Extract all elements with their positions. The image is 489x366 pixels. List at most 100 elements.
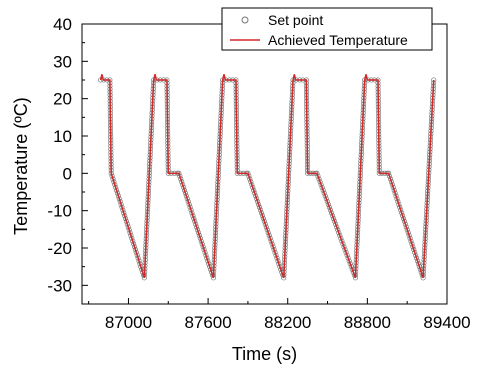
set-point-marker <box>133 249 139 255</box>
set-point-marker <box>399 210 405 216</box>
set-point-marker <box>246 173 252 179</box>
set-point-marker <box>417 266 423 272</box>
set-point-marker <box>336 230 342 236</box>
set-point-marker <box>201 247 207 253</box>
legend-label-achieved: Achieved Temperature <box>268 32 408 48</box>
set-point-marker <box>262 221 268 227</box>
y-axis-label: Temperature (ºC) <box>11 97 31 235</box>
set-point-marker <box>191 215 197 222</box>
set-point-marker <box>387 176 394 182</box>
set-point-marker <box>346 258 352 264</box>
set-point-marker <box>131 241 137 247</box>
set-point-marker <box>187 204 193 210</box>
set-point-marker <box>397 204 403 210</box>
set-point-marker <box>135 255 141 261</box>
set-point-marker <box>116 196 122 202</box>
y-axis-ticks: -30 -20 -10 0 10 20 30 40 <box>47 15 88 295</box>
set-point-marker <box>196 232 202 239</box>
set-point-marker <box>318 182 324 188</box>
y-tick-label: 10 <box>53 127 72 146</box>
set-point-marker <box>251 187 257 193</box>
set-point-marker <box>180 182 186 188</box>
set-point-marker <box>134 252 140 258</box>
set-point-marker <box>265 230 271 236</box>
set-point-marker <box>407 235 413 241</box>
set-point-marker <box>112 182 118 188</box>
set-point-marker <box>413 252 419 258</box>
set-point-marker <box>414 258 421 264</box>
set-point-marker <box>274 255 280 261</box>
set-point-marker <box>121 210 127 216</box>
set-point-marker <box>199 241 205 247</box>
legend-marker-set-point <box>241 16 249 24</box>
set-point-marker <box>126 227 132 233</box>
set-point-marker <box>388 179 394 185</box>
set-point-marker <box>392 190 398 196</box>
set-point-marker <box>198 238 204 244</box>
set-point-marker <box>340 241 346 247</box>
set-point-marker <box>404 227 410 233</box>
set-point-marker <box>391 187 397 193</box>
set-point-marker <box>406 232 412 239</box>
x-tick-label: 89400 <box>423 313 470 332</box>
set-point-marker <box>408 238 414 244</box>
set-point-marker <box>130 238 136 244</box>
set-point-marker <box>270 244 276 250</box>
set-point-marker <box>342 247 348 253</box>
set-point-marker <box>338 235 344 241</box>
x-tick-label: 88200 <box>264 313 311 332</box>
set-point-marker <box>206 261 212 267</box>
set-point-marker <box>401 218 408 224</box>
set-point-marker <box>132 247 138 253</box>
set-point-marker <box>181 184 187 191</box>
set-point-marker <box>252 190 258 196</box>
set-point-marker <box>400 213 406 219</box>
set-point-marker <box>258 210 265 216</box>
set-point-marker <box>319 184 325 191</box>
set-point-marker <box>411 247 417 253</box>
y-tick-label: 30 <box>53 52 72 71</box>
set-point-marker <box>322 193 328 199</box>
set-point-marker <box>323 196 329 202</box>
set-point-marker <box>128 232 134 239</box>
set-point-marker <box>341 244 347 250</box>
set-point-marker <box>200 244 206 250</box>
set-point-marker <box>195 230 202 236</box>
series-line-achieved-temperature-overlay <box>99 74 435 279</box>
set-point-marker <box>409 241 415 247</box>
set-point-marker <box>261 218 267 224</box>
set-point-marker <box>316 176 322 182</box>
legend-label-set-point: Set point <box>268 12 323 28</box>
set-point-marker <box>205 258 211 264</box>
set-point-marker <box>182 190 188 196</box>
set-point-marker <box>321 190 327 196</box>
set-point-marker <box>183 193 189 199</box>
set-point-marker <box>260 215 266 222</box>
set-point-marker <box>400 215 407 222</box>
x-tick-label: 87600 <box>184 313 231 332</box>
set-point-marker <box>344 252 350 258</box>
set-point-marker <box>343 249 349 255</box>
set-point-marker <box>111 179 117 185</box>
set-point-marker <box>272 249 278 255</box>
set-point-marker <box>204 255 210 261</box>
set-point-marker <box>268 238 274 244</box>
set-point-marker <box>114 190 121 196</box>
set-point-marker <box>334 224 340 230</box>
set-point-marker <box>335 227 341 233</box>
set-point-marker <box>131 244 138 250</box>
set-point-marker <box>259 213 265 219</box>
set-point-marker <box>331 215 337 222</box>
set-point-marker <box>118 201 124 207</box>
set-point-marker <box>315 173 321 179</box>
x-axis-ticks: 87000 87600 88200 88800 89400 <box>88 298 471 332</box>
set-point-marker <box>405 230 411 236</box>
set-point-marker <box>253 193 259 199</box>
y-tick-label: -10 <box>47 202 72 221</box>
set-point-marker <box>327 207 334 213</box>
x-axis-label: Time (s) <box>232 344 297 364</box>
set-point-marker <box>119 204 125 210</box>
set-point-marker <box>113 184 119 191</box>
set-point-marker <box>403 224 409 230</box>
set-point-marker <box>269 241 275 247</box>
